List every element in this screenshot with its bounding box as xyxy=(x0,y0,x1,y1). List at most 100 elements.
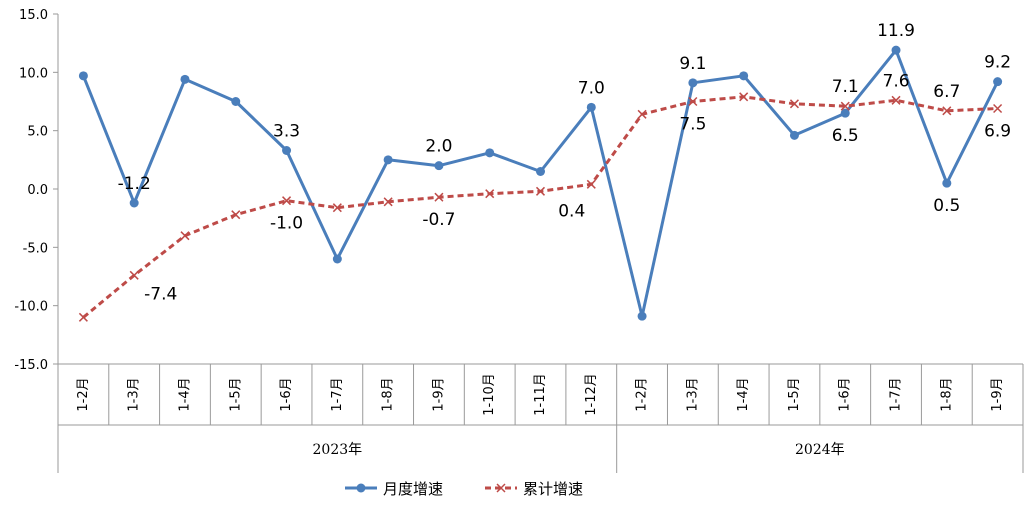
marker-stroke xyxy=(586,179,596,189)
y-tick-label: 10.0 xyxy=(19,66,48,81)
x-tick-label: 1-8月 xyxy=(381,377,396,411)
monthly-growth-point xyxy=(688,78,698,88)
monthly-growth-point xyxy=(637,311,647,321)
legend-item-monthly: 月度增速 xyxy=(345,480,443,498)
cumulative-growth-point xyxy=(485,189,495,199)
cumulative-growth-point xyxy=(739,92,749,102)
data-label: -7.4 xyxy=(144,284,177,304)
axes: 15.0 10.0 5.0 0.0 -5.0 -10.0 -15.0 1-2月 1-3月 1-4月… xyxy=(14,8,1024,473)
cumulative-growth-point xyxy=(231,210,241,220)
data-label: -1.2 xyxy=(118,174,151,194)
cumulative-growth-point xyxy=(688,96,698,107)
monthly-growth-point xyxy=(891,45,901,55)
data-label: 6.5 xyxy=(832,126,859,146)
data-label: 6.9 xyxy=(984,122,1011,142)
x-tick-label: 1-5月 xyxy=(228,377,243,411)
monthly-growth-point xyxy=(434,161,444,171)
x-tick-label: 1-3月 xyxy=(127,377,142,411)
marker-stroke xyxy=(637,109,647,119)
y-tick-label: 0.0 xyxy=(27,183,48,198)
monthly-growth-point xyxy=(231,97,241,106)
cumulative-growth-point xyxy=(942,106,952,116)
group-label: 2024年 xyxy=(795,442,845,458)
data-label: 2.0 xyxy=(425,137,452,157)
data-labels: -1.2 3.3 2.0 7.0 9.1 6.5 11.9 0.5 9.2 -7.4 -1.0 -0.… xyxy=(118,21,1012,304)
marker-stroke xyxy=(840,101,850,111)
cumulative-growth-point xyxy=(535,186,546,196)
data-label: 7.0 xyxy=(578,78,605,98)
marker-stroke xyxy=(78,312,88,322)
monthly-growth-point xyxy=(536,167,545,176)
monthly-growth-point xyxy=(485,148,495,158)
data-label: -1.0 xyxy=(270,214,303,234)
data-label: 0.4 xyxy=(558,201,585,221)
cumulative-growth-point xyxy=(383,197,393,207)
x-tick-label: 1-12月 xyxy=(584,373,599,416)
marker-stroke xyxy=(129,270,139,280)
marker-stroke xyxy=(739,92,749,102)
cumulative-growth-point xyxy=(637,109,647,119)
y-tick-label: 15.0 xyxy=(19,8,48,23)
data-label: 6.7 xyxy=(933,82,960,102)
legend-label: 月度增速 xyxy=(383,480,443,498)
legend: 月度增速 累计增速 xyxy=(345,480,583,498)
marker-stroke xyxy=(688,96,698,107)
monthly-growth-point xyxy=(739,71,749,81)
y-tick-label: 5.0 xyxy=(27,125,48,140)
legend-marker xyxy=(356,483,366,493)
x-tick-label: 1-7月 xyxy=(889,377,904,411)
x-tick-label: 1-4月 xyxy=(736,377,751,411)
marker-stroke xyxy=(485,189,495,199)
monthly-growth-point xyxy=(180,74,190,84)
x-tick-label: 1-11月 xyxy=(533,373,548,416)
x-tick-label: 1-3月 xyxy=(685,377,700,411)
cumulative-growth-point xyxy=(789,99,799,109)
data-label: 7.5 xyxy=(679,115,706,135)
y-tick-label: -15.0 xyxy=(14,358,48,373)
x-tick-label: 1-5月 xyxy=(787,377,802,411)
marker-stroke xyxy=(231,210,241,220)
cumulative-growth-point xyxy=(434,192,444,202)
x-tick-label: 1-2月 xyxy=(76,377,91,411)
cumulative-growth-point xyxy=(282,196,292,206)
legend-item-cumulative: 累计增速 xyxy=(485,480,583,498)
monthly-growth-point xyxy=(78,71,88,81)
marker-stroke xyxy=(789,99,799,109)
x-tick-label: 1-2月 xyxy=(635,377,650,411)
cumulative-growth-point xyxy=(332,203,342,213)
y-tick-label: -10.0 xyxy=(14,300,48,315)
monthly-growth-point xyxy=(383,155,393,165)
legend-label: 累计增速 xyxy=(523,480,583,498)
data-label: -0.7 xyxy=(422,210,455,230)
x-tick-label: 1-9月 xyxy=(431,377,446,411)
cumulative-growth-point xyxy=(78,312,88,322)
monthly-growth-point xyxy=(332,254,342,264)
cumulative-growth-point xyxy=(891,95,901,105)
x-tick-label: 1-6月 xyxy=(279,377,294,411)
monthly-growth-line xyxy=(82,48,999,318)
series-layer xyxy=(78,45,1003,322)
marker-stroke xyxy=(434,192,444,202)
legend-marker xyxy=(496,483,506,493)
marker-stroke xyxy=(282,196,292,206)
data-label: 9.1 xyxy=(679,54,706,74)
y-tick-label: -5.0 xyxy=(23,241,48,256)
data-label: 11.9 xyxy=(877,21,915,41)
monthly-growth-point xyxy=(840,108,850,118)
x-tick-label: 1-8月 xyxy=(939,377,954,411)
monthly-growth-point xyxy=(282,146,292,155)
marker-stroke xyxy=(383,197,393,207)
monthly-growth-point xyxy=(993,77,1003,87)
cumulative-growth-point xyxy=(993,103,1003,114)
data-label: 9.2 xyxy=(984,53,1011,73)
monthly-growth-point xyxy=(586,102,596,112)
monthly-growth-point xyxy=(942,178,952,188)
data-label: 7.1 xyxy=(832,77,859,97)
x-tick-label: 1-6月 xyxy=(838,377,853,411)
marker-stroke xyxy=(180,231,190,241)
marker-stroke xyxy=(891,95,901,105)
group-label: 2023年 xyxy=(313,442,363,458)
x-tick-label: 1-4月 xyxy=(177,377,192,411)
